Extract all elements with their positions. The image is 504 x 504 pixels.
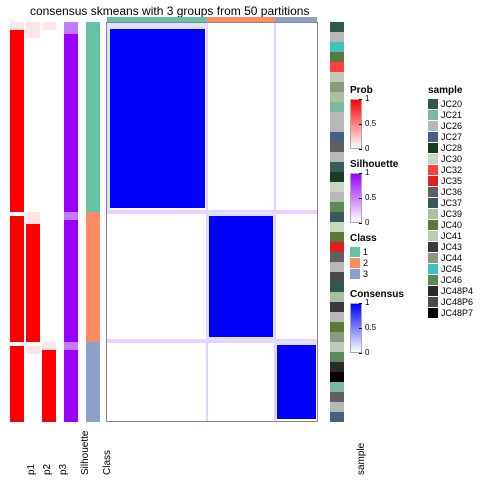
axis-label: p1 bbox=[26, 464, 37, 475]
sample-legend-item: JC45 bbox=[428, 264, 502, 274]
sample-legend-item: JC48P6 bbox=[428, 297, 502, 307]
sample-legend-item: JC46 bbox=[428, 275, 502, 285]
sample-legend-item: JC21 bbox=[428, 110, 502, 120]
class-column bbox=[86, 22, 100, 422]
sample-legend-item: JC35 bbox=[428, 176, 502, 186]
sample-legend-item: JC20 bbox=[428, 99, 502, 109]
sample-legend-item: JC30 bbox=[428, 154, 502, 164]
column-labels: p1p2p3SilhouetteClasssample bbox=[8, 435, 348, 500]
sample-legend-item: JC36 bbox=[428, 187, 502, 197]
sample-legend-item: JC41 bbox=[428, 231, 502, 241]
axis-label: sample bbox=[356, 443, 367, 475]
sample-column bbox=[330, 22, 344, 422]
sample-legend-title: sample bbox=[428, 85, 502, 96]
sample-legend-item: JC40 bbox=[428, 220, 502, 230]
sample-legend-item: JC48P4 bbox=[428, 286, 502, 296]
sample-legend-item: JC28 bbox=[428, 143, 502, 153]
sample-legend-item: JC48P7 bbox=[428, 308, 502, 318]
axis-label: Silhouette bbox=[80, 431, 91, 475]
silhouette-column bbox=[64, 22, 78, 422]
sample-legend-item: JC37 bbox=[428, 198, 502, 208]
axis-label: p2 bbox=[42, 464, 53, 475]
sample-legend-item: JC39 bbox=[428, 209, 502, 219]
consensus-matrix bbox=[106, 22, 318, 422]
sample-legend-item: JC27 bbox=[428, 132, 502, 142]
p3-column bbox=[42, 22, 56, 422]
sample-legend-item: JC44 bbox=[428, 253, 502, 263]
axis-label: Class bbox=[102, 450, 113, 475]
sample-legend-item: JC26 bbox=[428, 121, 502, 131]
p1-column bbox=[10, 22, 24, 422]
sample-legend-item: JC43 bbox=[428, 242, 502, 252]
axis-label: p3 bbox=[58, 464, 69, 475]
heatmap-area bbox=[10, 22, 320, 422]
sample-legend-item: JC32 bbox=[428, 165, 502, 175]
p2-column bbox=[26, 22, 40, 422]
sample-legend: sampleJC20JC21JC26JC27JC28JC30JC32JC35JC… bbox=[428, 85, 502, 319]
chart-title: consensus skmeans with 3 groups from 50 … bbox=[30, 4, 309, 18]
